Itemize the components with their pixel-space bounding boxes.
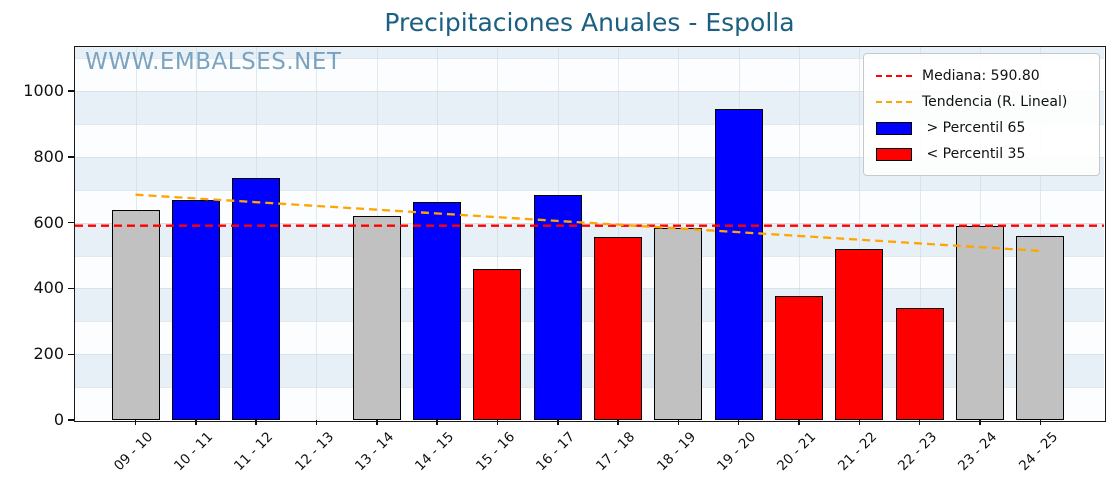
x-tick-label: 09 - 10 [110, 429, 156, 475]
background-band [75, 354, 1104, 388]
x-tick-label: 12 - 13 [291, 429, 337, 475]
bar-15-16 [473, 269, 522, 420]
bar-17-18 [594, 237, 643, 420]
y-tick-label: 200 [33, 344, 64, 364]
v-gridline [316, 47, 318, 420]
y-tick-mark [68, 419, 75, 421]
x-tick-mark [376, 420, 378, 425]
x-tick-mark [858, 420, 861, 425]
watermark: WWW.EMBALSES.NET [85, 49, 342, 75]
x-tick-mark [315, 420, 318, 425]
x-tick-label: 17 - 18 [593, 429, 639, 475]
h-gridline [75, 288, 1104, 290]
bar-11-12 [232, 177, 281, 420]
x-tick-label: 10 - 11 [171, 429, 217, 475]
bar-22-23 [895, 308, 944, 420]
x-tick-label: 14 - 15 [412, 429, 458, 475]
h-gridline [75, 156, 1104, 158]
background-band [75, 222, 1104, 256]
h-gridline [75, 321, 1104, 323]
y-tick-label: 400 [33, 278, 64, 298]
x-tick-label: 11 - 12 [231, 429, 277, 475]
y-tick-mark [68, 90, 75, 92]
x-tick-label: 19 - 20 [714, 429, 760, 475]
legend-row: > Percentil 65 [876, 115, 1089, 141]
x-tick-label: 21 - 22 [834, 429, 880, 475]
h-gridline [75, 58, 1104, 60]
background-band [75, 288, 1104, 322]
h-gridline [75, 354, 1104, 356]
h-gridline [75, 189, 1104, 191]
h-gridline [75, 123, 1104, 125]
legend-dashed-line-swatch [876, 75, 912, 77]
x-tick-label: 16 - 17 [533, 429, 579, 475]
x-tick-mark [496, 420, 499, 425]
x-tick-label: 20 - 21 [774, 429, 820, 475]
x-tick-mark [919, 420, 921, 425]
x-tick-label: 15 - 16 [472, 429, 518, 475]
x-tick-mark [979, 420, 981, 425]
y-tick-mark [68, 287, 75, 290]
y-tick-mark [68, 353, 75, 355]
x-tick-mark [738, 420, 740, 425]
x-tick-mark [617, 420, 619, 425]
legend-row: < Percentil 35 [876, 141, 1089, 167]
x-tick-label: 22 - 23 [894, 429, 941, 475]
legend-label: Mediana: 590.80 [922, 68, 1040, 84]
x-tick-mark [195, 420, 197, 425]
bar-10-11 [171, 200, 220, 420]
bar-13-14 [352, 215, 401, 420]
legend-label: > Percentil 65 [922, 120, 1026, 136]
x-tick-mark [134, 420, 137, 425]
legend-dashed-line-swatch [876, 101, 912, 103]
h-gridline [75, 387, 1104, 389]
bar-23-24 [956, 225, 1005, 420]
bar-18-19 [654, 227, 703, 420]
x-tick-mark [557, 420, 559, 425]
y-tick-mark [68, 221, 75, 224]
chart-title: Precipitaciones Anuales - Espolla [384, 8, 795, 37]
x-tick-label: 18 - 19 [653, 429, 699, 475]
background-band [75, 47, 1104, 59]
x-tick-label: 24 - 25 [1015, 429, 1061, 475]
v-gridline [1040, 47, 1042, 420]
h-gridline [75, 255, 1104, 257]
x-tick-mark [798, 420, 800, 425]
y-tick-label: 600 [33, 212, 64, 232]
y-tick-mark [68, 156, 75, 158]
y-tick-label: 0 [53, 410, 64, 429]
bar-16-17 [533, 194, 582, 420]
bar-19-20 [714, 108, 763, 420]
x-tick-mark [1039, 420, 1042, 425]
legend-label: < Percentil 35 [922, 146, 1026, 162]
x-tick-mark [677, 420, 680, 425]
legend-row: Tendencia (R. Lineal) [876, 89, 1089, 115]
bar-14-15 [413, 201, 462, 420]
y-tick-label: 1000 [23, 81, 64, 101]
bar-24-25 [1016, 236, 1065, 420]
bar-20-21 [775, 295, 824, 420]
legend-row: Mediana: 590.80 [876, 63, 1089, 89]
bar-09-10 [111, 210, 160, 420]
legend-label: Tendencia (R. Lineal) [922, 94, 1068, 110]
x-tick-label: 13 - 14 [352, 429, 398, 475]
legend-patch-swatch [876, 147, 912, 161]
bar-21-22 [835, 248, 884, 420]
x-tick-mark [436, 420, 438, 425]
x-tick-label: 23 - 24 [955, 429, 1001, 475]
x-tick-mark [255, 420, 257, 425]
legend-patch-swatch [876, 121, 912, 135]
h-gridline [75, 91, 1104, 93]
h-gridline [75, 222, 1104, 224]
y-tick-label: 800 [33, 146, 64, 166]
legend: Mediana: 590.80 Tendencia (R. Lineal) > P… [863, 53, 1100, 176]
